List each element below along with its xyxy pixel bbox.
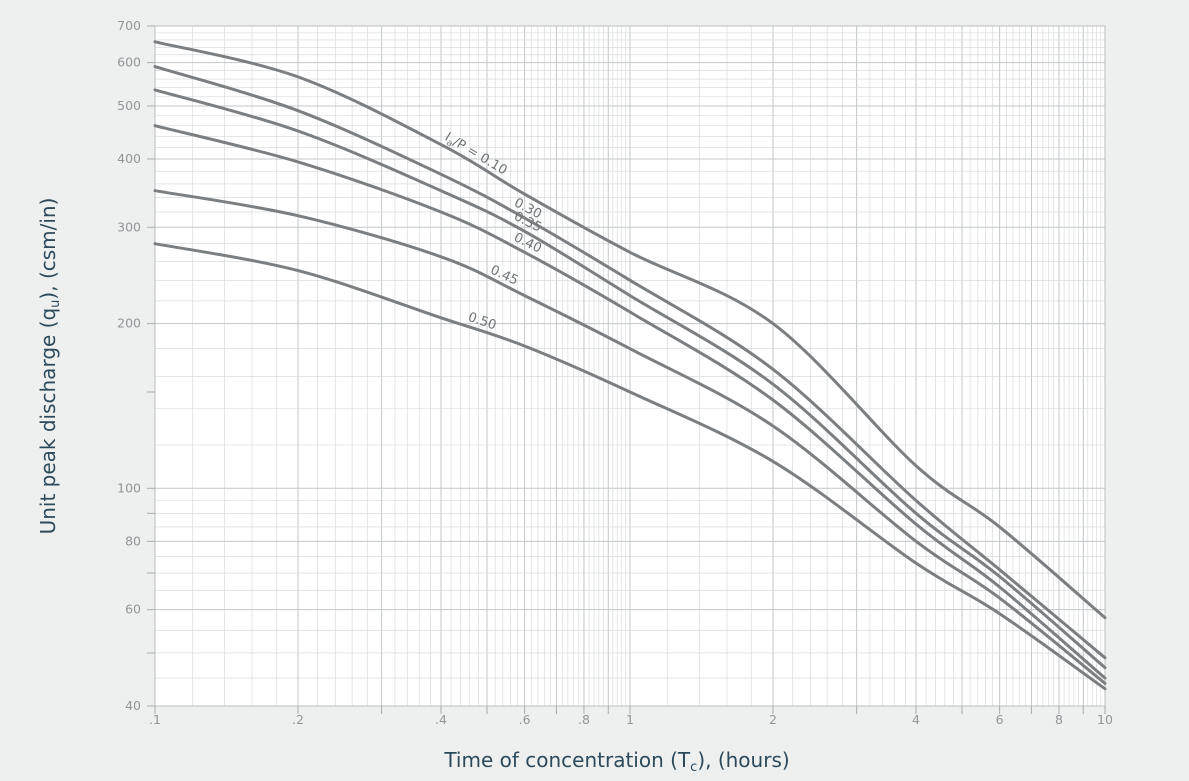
x-tick-label: .2 xyxy=(292,712,304,727)
x-tick-label: .4 xyxy=(435,712,447,727)
x-tick-label: 6 xyxy=(996,712,1004,727)
x-axis-title: Time of concentration (Tc), (hours) xyxy=(443,748,789,775)
y-tick-label: 200 xyxy=(117,316,141,331)
y-tick-label: 40 xyxy=(125,698,141,713)
y-axis-title: Unit peak discharge (qu), (csm/in) xyxy=(36,198,63,535)
curve-5 xyxy=(153,242,1107,691)
y-tick-label: 400 xyxy=(117,151,141,166)
curve-3 xyxy=(153,124,1107,680)
y-tick-label: 700 xyxy=(117,18,141,33)
x-tick-label: 2 xyxy=(769,712,777,727)
y-tick-label: 80 xyxy=(125,533,141,548)
y-tick-label: 300 xyxy=(117,219,141,234)
axis-ticks: .1 .2 .4 .6 .8 1 2 4 6 8 10 40 60 80 100 200 300 400 500 60… xyxy=(117,18,1113,727)
y-tick-label: 600 xyxy=(117,55,141,70)
x-tick-label: 1 xyxy=(626,712,634,727)
x-tick-label: 10 xyxy=(1097,712,1113,727)
curve-4 xyxy=(153,189,1107,685)
curve-1 xyxy=(153,65,1107,660)
x-tick-label: 4 xyxy=(912,712,920,727)
curve-2 xyxy=(153,88,1107,670)
x-tick-label: 8 xyxy=(1055,712,1063,727)
y-tick-label: 500 xyxy=(117,98,141,113)
x-tick-label: .1 xyxy=(149,712,161,727)
curve-0 xyxy=(153,40,1107,620)
x-tick-label: .8 xyxy=(578,712,590,727)
x-tick-label: .6 xyxy=(519,712,531,727)
grid xyxy=(154,25,1106,707)
y-tick-label: 100 xyxy=(117,480,141,495)
y-tick-label: 60 xyxy=(125,602,141,617)
curves xyxy=(153,40,1107,691)
